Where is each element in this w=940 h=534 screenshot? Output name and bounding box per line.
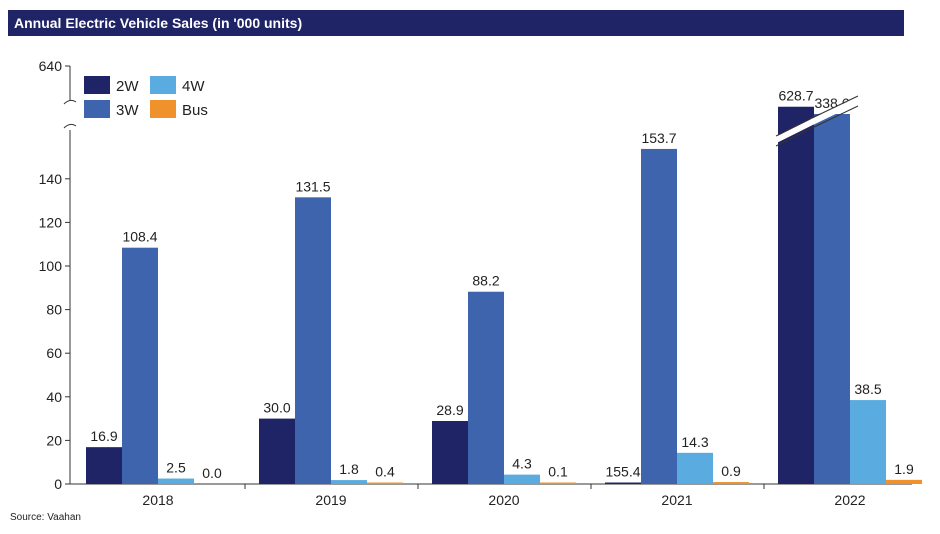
data-label: 4.3: [512, 456, 532, 472]
bar-2w-2022: [778, 106, 814, 484]
data-label: 30.0: [263, 400, 290, 416]
data-label: 1.9: [894, 461, 914, 477]
legend-swatch-3w: [84, 100, 110, 118]
data-label: 628.7: [778, 88, 813, 104]
bar-3w-2019: [295, 197, 331, 484]
y-tick-label: 60: [46, 345, 62, 361]
legend-label-3w: 3W: [116, 102, 139, 119]
data-label: 108.4: [122, 229, 157, 245]
legend-label-bus: Bus: [182, 102, 208, 119]
bar-3w-2021: [641, 148, 677, 484]
y-tick-label: 40: [46, 389, 62, 405]
chart-title: Annual Electric Vehicle Sales (in '000 u…: [8, 10, 904, 36]
y-tick-label: 80: [46, 302, 62, 318]
data-label: 0.9: [721, 463, 741, 479]
x-tick-label: 2020: [488, 492, 519, 508]
bar-2w-2021: [605, 482, 641, 484]
bar-2w-2019: [259, 418, 295, 484]
data-label: 14.3: [681, 434, 708, 450]
bar-4w-2019: [331, 480, 367, 484]
legend-label-4w: 4W: [182, 78, 205, 95]
data-label: 131.5: [295, 178, 330, 194]
bar-3w-2022: [814, 114, 850, 484]
bar-4w-2022: [850, 400, 886, 484]
y-tick-label: 20: [46, 432, 62, 448]
x-tick-label: 2019: [315, 492, 346, 508]
bar-bus-2021: [713, 482, 749, 484]
legend-swatch-bus: [150, 100, 176, 118]
bar-2w-2018: [86, 447, 122, 484]
y-tick-label: 100: [39, 258, 63, 274]
bar-break-mark: [811, 95, 859, 119]
data-label: 153.7: [641, 130, 676, 146]
legend-swatch-2w: [84, 76, 110, 94]
bar-3w-2018: [122, 247, 158, 484]
legend-label-2w: 2W: [116, 78, 139, 95]
y-tick-label: 140: [39, 171, 63, 187]
bar-4w-2018: [158, 478, 194, 484]
bar-3w-2020: [468, 291, 504, 484]
bar-4w-2020: [504, 474, 540, 484]
bar-bus-2019: [367, 482, 403, 484]
data-label: 16.9: [90, 428, 117, 444]
data-label: 88.2: [472, 273, 499, 289]
y-axis-break-mark: [63, 99, 77, 105]
data-label: 2.5: [166, 460, 186, 476]
data-label: 38.5: [854, 381, 881, 397]
data-label: 0.4: [375, 464, 395, 480]
bar-4w-2021: [677, 452, 713, 484]
bar-bus-2022: [886, 479, 922, 484]
y-tick-label: 120: [39, 214, 63, 230]
legend-swatch-4w: [150, 76, 176, 94]
y-tick-label: 640: [39, 58, 63, 74]
bar-break-mark: [811, 105, 859, 129]
data-label: 28.9: [436, 402, 463, 418]
data-label: 0.0: [202, 465, 222, 481]
data-label: 1.8: [339, 461, 359, 477]
bar-break-mark: [810, 97, 860, 125]
x-tick-label: 2021: [661, 492, 692, 508]
data-label: 155.4: [605, 464, 640, 480]
data-label: 0.1: [548, 464, 568, 480]
y-axis-break-mark: [63, 123, 77, 129]
bar-bus-2020: [540, 482, 576, 484]
source-note: Source: Vaahan: [10, 512, 81, 523]
bar-2w-2020: [432, 420, 468, 484]
y-tick-label: 0: [54, 476, 62, 492]
x-tick-label: 2022: [834, 492, 865, 508]
x-tick-label: 2018: [142, 492, 173, 508]
